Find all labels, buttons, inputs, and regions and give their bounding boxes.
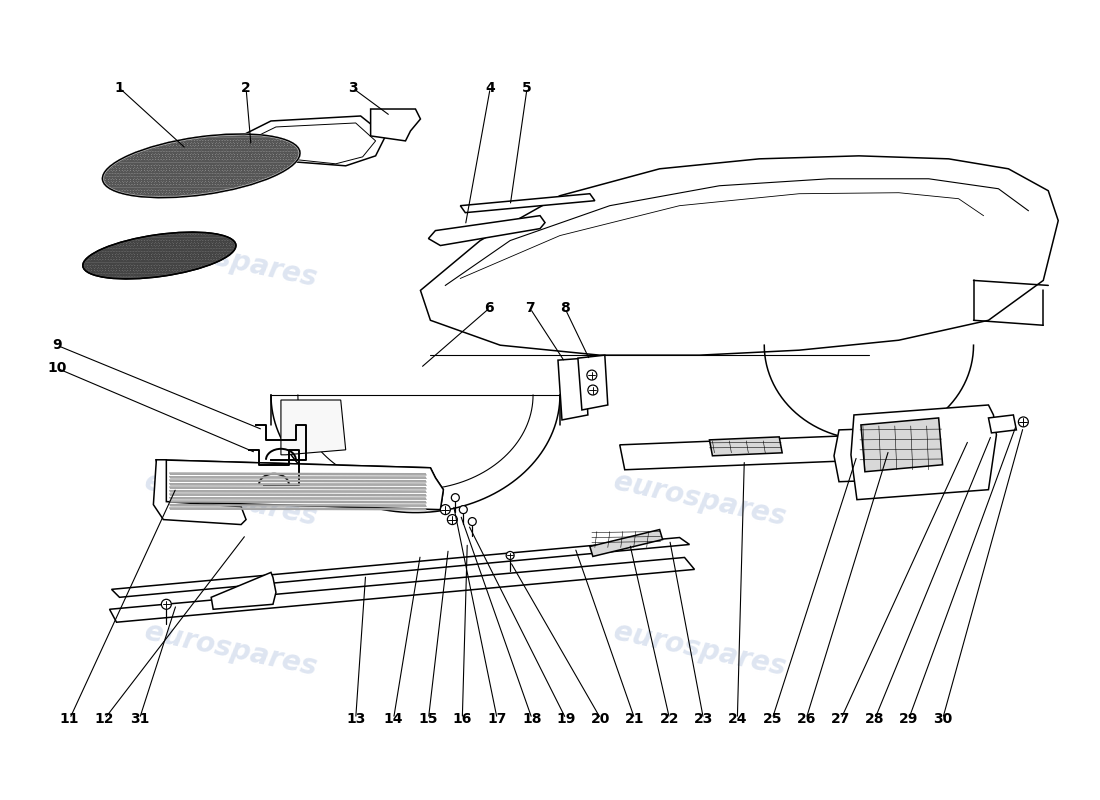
Polygon shape: [169, 476, 427, 478]
Text: 23: 23: [694, 712, 713, 726]
Text: 27: 27: [832, 712, 850, 726]
Circle shape: [506, 551, 514, 559]
Polygon shape: [169, 483, 427, 486]
Text: 6: 6: [484, 302, 494, 315]
Text: eurospares: eurospares: [142, 468, 320, 531]
Polygon shape: [428, 216, 544, 246]
Circle shape: [1019, 417, 1028, 427]
Polygon shape: [169, 501, 427, 503]
Text: 24: 24: [727, 712, 747, 726]
Polygon shape: [169, 473, 427, 475]
Text: 7: 7: [526, 302, 535, 315]
Polygon shape: [211, 572, 276, 610]
Polygon shape: [169, 504, 427, 506]
Text: 22: 22: [660, 712, 680, 726]
Polygon shape: [169, 508, 427, 510]
Text: eurospares: eurospares: [142, 229, 320, 293]
Polygon shape: [280, 400, 345, 455]
Text: eurospares: eurospares: [610, 617, 789, 681]
Polygon shape: [169, 486, 427, 489]
Text: 1: 1: [114, 81, 124, 95]
Text: 31: 31: [130, 712, 150, 726]
Polygon shape: [169, 497, 427, 500]
Polygon shape: [420, 156, 1058, 355]
Polygon shape: [834, 428, 909, 482]
Text: 14: 14: [384, 712, 404, 726]
Text: 9: 9: [52, 338, 62, 352]
Polygon shape: [169, 490, 427, 493]
Polygon shape: [590, 530, 662, 557]
Polygon shape: [989, 415, 1016, 433]
Text: 15: 15: [419, 712, 438, 726]
Polygon shape: [558, 358, 587, 420]
Circle shape: [587, 385, 597, 395]
Polygon shape: [578, 355, 608, 410]
Text: 16: 16: [452, 712, 472, 726]
Text: 13: 13: [346, 712, 365, 726]
Polygon shape: [153, 460, 246, 525]
Circle shape: [448, 514, 458, 525]
Ellipse shape: [82, 232, 235, 279]
Text: eurospares: eurospares: [142, 617, 320, 681]
Circle shape: [469, 518, 476, 526]
Polygon shape: [169, 494, 427, 496]
Text: eurospares: eurospares: [610, 468, 789, 531]
Text: 25: 25: [762, 712, 782, 726]
Text: 2: 2: [241, 81, 251, 95]
Polygon shape: [156, 460, 443, 510]
Ellipse shape: [102, 134, 300, 198]
Circle shape: [451, 494, 460, 502]
Polygon shape: [111, 538, 690, 598]
Polygon shape: [460, 194, 595, 213]
Text: 26: 26: [796, 712, 816, 726]
Text: 20: 20: [591, 712, 611, 726]
Text: 28: 28: [865, 712, 884, 726]
Text: 3: 3: [348, 81, 358, 95]
Text: 21: 21: [625, 712, 645, 726]
Polygon shape: [851, 405, 997, 500]
Polygon shape: [619, 435, 873, 470]
Text: 4: 4: [485, 81, 495, 95]
Text: 29: 29: [899, 712, 918, 726]
Polygon shape: [710, 437, 782, 456]
Text: 11: 11: [59, 712, 79, 726]
Text: 17: 17: [487, 712, 507, 726]
Circle shape: [587, 370, 597, 380]
Circle shape: [460, 506, 467, 514]
Polygon shape: [110, 558, 694, 622]
Circle shape: [440, 505, 450, 514]
Polygon shape: [217, 116, 386, 166]
Text: 10: 10: [47, 361, 66, 375]
Polygon shape: [169, 480, 427, 482]
Text: 18: 18: [522, 712, 542, 726]
Circle shape: [162, 599, 172, 610]
Polygon shape: [861, 418, 943, 472]
Text: 19: 19: [557, 712, 575, 726]
Text: 12: 12: [95, 712, 114, 726]
Text: 8: 8: [560, 302, 570, 315]
Text: eurospares: eurospares: [610, 229, 789, 293]
Polygon shape: [371, 109, 420, 141]
Text: 5: 5: [522, 81, 532, 95]
Text: 30: 30: [933, 712, 953, 726]
